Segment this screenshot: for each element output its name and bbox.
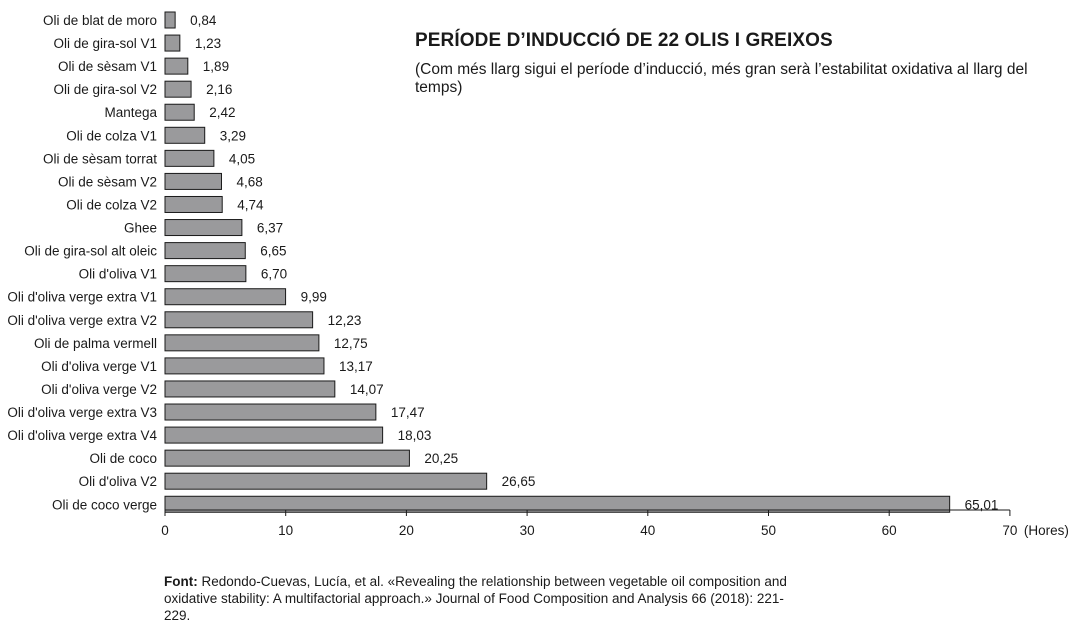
- value-label: 3,29: [220, 128, 246, 143]
- category-label: Oli de gira-sol V2: [53, 82, 157, 97]
- bar: [164, 288, 287, 306]
- value-label: 9,99: [301, 290, 327, 305]
- category-label: Ghee: [124, 221, 157, 236]
- bar: [164, 80, 192, 98]
- category-label: Oli de colza V2: [66, 197, 157, 212]
- category-label: Oli d'oliva verge extra V1: [7, 290, 157, 305]
- value-label: 65,01: [965, 497, 999, 512]
- source-text: Redondo-Cuevas, Lucía, et al. «Revealing…: [164, 574, 787, 623]
- x-tick-label: 30: [520, 523, 535, 538]
- value-label: 4,74: [237, 197, 264, 212]
- category-label: Oli d'oliva V1: [79, 267, 157, 282]
- value-label: 14,07: [350, 382, 384, 397]
- x-tick-label: 70: [1002, 523, 1017, 538]
- value-label: 20,25: [424, 451, 458, 466]
- value-label: 6,70: [261, 267, 287, 282]
- bar: [164, 472, 488, 490]
- value-label: 0,84: [190, 13, 217, 28]
- value-label: 18,03: [398, 428, 432, 443]
- bar-chart: Oli de blat de moro 0,84 Oli de gira-sol V…: [7, 11, 1069, 538]
- x-axis-label: (Hores): [1024, 523, 1069, 538]
- value-label: 26,65: [502, 474, 536, 489]
- value-label: 1,23: [195, 36, 221, 51]
- chart-header: PERÍODE D’INDUCCIÓ DE 22 OLIS I GREIXOS …: [415, 30, 1035, 97]
- category-label: Oli d'oliva verge extra V4: [7, 428, 157, 443]
- bar: [164, 149, 215, 167]
- category-label: Oli de colza V1: [66, 128, 157, 143]
- category-label: Oli de blat de moro: [43, 13, 157, 28]
- value-label: 1,89: [203, 59, 229, 74]
- category-label: Oli de coco verge: [52, 497, 157, 512]
- bar: [164, 34, 181, 52]
- value-label: 12,23: [328, 313, 362, 328]
- bar: [164, 219, 243, 237]
- category-label: Oli d'oliva V2: [79, 474, 157, 489]
- category-label: Oli de sèsam V2: [58, 174, 157, 189]
- x-tick-label: 60: [882, 523, 897, 538]
- value-label: 2,16: [206, 82, 232, 97]
- bar: [164, 195, 223, 213]
- category-label: Oli de palma vermell: [34, 336, 157, 351]
- category-label: Oli de coco: [89, 451, 157, 466]
- category-label: Oli d'oliva verge extra V2: [7, 313, 157, 328]
- bar: [164, 126, 206, 144]
- value-label: 4,05: [229, 151, 255, 166]
- category-label: Oli de sèsam torrat: [43, 151, 157, 166]
- value-label: 12,75: [334, 336, 368, 351]
- x-tick-label: 50: [761, 523, 776, 538]
- source-note: Font: Redondo-Cuevas, Lucía, et al. «Rev…: [164, 573, 804, 624]
- category-label: Mantega: [104, 105, 157, 120]
- bars-layer: Oli de blat de moro 0,84 Oli de gira-sol V…: [7, 11, 999, 513]
- category-label: Oli d'oliva verge V2: [41, 382, 157, 397]
- bar: [164, 380, 336, 398]
- bar: [164, 265, 247, 283]
- chart-title: PERÍODE D’INDUCCIÓ DE 22 OLIS I GREIXOS: [415, 30, 833, 51]
- source-label: Font:: [164, 574, 198, 589]
- value-label: 13,17: [339, 359, 373, 374]
- chart-subtitle: (Com més llarg sigui el període d’inducc…: [415, 61, 1028, 96]
- value-label: 4,68: [236, 174, 262, 189]
- value-label: 6,37: [257, 221, 283, 236]
- bar: [164, 426, 384, 444]
- bar: [164, 11, 176, 29]
- x-tick-label: 10: [278, 523, 293, 538]
- bar: [164, 103, 195, 121]
- category-label: Oli de sèsam V1: [58, 59, 157, 74]
- bar: [164, 172, 222, 190]
- category-label: Oli d'oliva verge extra V3: [7, 405, 157, 420]
- x-tick-label: 20: [399, 523, 414, 538]
- category-label: Oli de gira-sol V1: [53, 36, 157, 51]
- bar: [164, 242, 246, 260]
- x-tick-label: 40: [640, 523, 655, 538]
- category-label: Oli de gira-sol alt oleic: [24, 244, 157, 259]
- bar: [164, 311, 314, 329]
- bar: [164, 357, 325, 375]
- value-label: 2,42: [209, 105, 235, 120]
- category-label: Oli d'oliva verge V1: [41, 359, 157, 374]
- bar: [164, 334, 320, 352]
- bar: [164, 57, 189, 75]
- bar: [164, 449, 410, 467]
- value-label: 17,47: [391, 405, 425, 420]
- x-axis: 0 10 20 30 40 50 60 70 (Hores): [161, 509, 1069, 538]
- bar: [164, 403, 377, 421]
- bar: [164, 495, 951, 513]
- value-label: 6,65: [260, 244, 286, 259]
- x-tick-label: 0: [161, 523, 169, 538]
